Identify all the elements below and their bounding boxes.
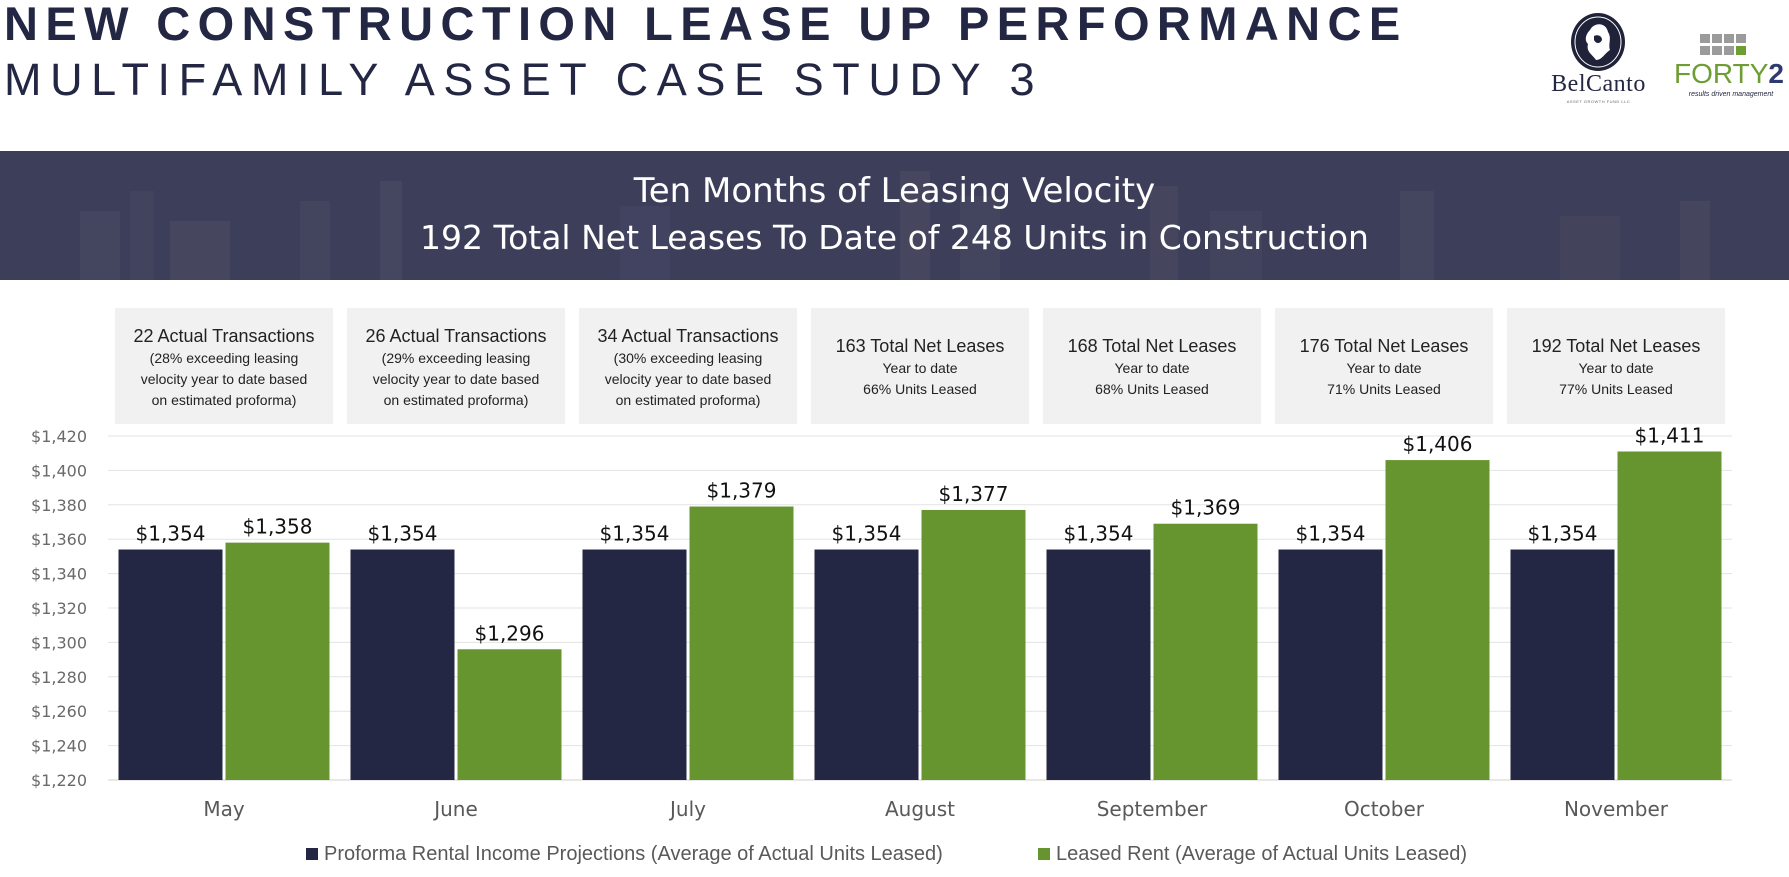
forty2-name-light: FORTY <box>1674 58 1769 89</box>
proforma-bar <box>1278 549 1383 780</box>
data-label: $1,354 <box>1528 522 1598 546</box>
y-tick-label: $1,360 <box>31 530 87 549</box>
data-label: $1,296 <box>475 621 545 645</box>
page-subtitle: MULTIFAMILY ASSET CASE STUDY 3 <box>4 54 1044 105</box>
data-label: $1,406 <box>1403 432 1473 456</box>
info-box-line: (28% exceeding leasing <box>149 350 299 366</box>
belcanto-tagline: ASSET GROWTH FUND LLC <box>1566 99 1631 104</box>
info-box-title: 26 Actual Transactions <box>365 326 547 346</box>
belcanto-logo-text: BelCanto <box>1551 71 1646 97</box>
proforma-bar <box>118 549 223 780</box>
info-box: 22 Actual Transactions (28% exceeding lea… <box>115 308 333 424</box>
x-tick-label: July <box>668 797 706 821</box>
forty2-name-bold: 2 <box>1768 58 1784 89</box>
proforma-bar <box>582 549 687 780</box>
info-box-line: velocity year to date based <box>140 371 308 387</box>
info-box-line: on estimated proforma) <box>615 392 761 408</box>
banner-heading: Ten Months of Leasing Velocity <box>633 171 1156 211</box>
data-label: $1,369 <box>1171 496 1241 520</box>
legend-label: Proforma Rental Income Projections (Aver… <box>324 843 943 865</box>
leased-rent-bar <box>457 649 562 780</box>
leased-rent-bar <box>921 509 1026 780</box>
logos: BelCanto ASSET GROWTH FUND LLC FORTY2 re… <box>1530 6 1785 106</box>
proforma-bar <box>1046 549 1151 780</box>
info-box-title: 22 Actual Transactions <box>133 326 315 346</box>
info-box-line: velocity year to date based <box>604 371 772 387</box>
y-tick-label: $1,220 <box>31 771 87 790</box>
leased-rent-bar <box>1385 460 1490 780</box>
x-tick-label: June <box>432 797 478 821</box>
legend-label: Leased Rent (Average of Actual Units Lea… <box>1056 843 1467 865</box>
proforma-bar <box>350 549 455 780</box>
banner-subheading: 192 Total Net Leases To Date of 248 Unit… <box>420 218 1369 257</box>
belcanto-lion-icon <box>1571 13 1625 71</box>
info-box: 163 Total Net Leases Year to date 66% Unit… <box>811 308 1029 424</box>
data-label: $1,354 <box>1064 522 1134 546</box>
info-box-line: 66% Units Leased <box>863 381 977 397</box>
y-tick-label: $1,420 <box>31 427 87 446</box>
data-label: $1,354 <box>368 522 438 546</box>
y-tick-label: $1,380 <box>31 496 87 515</box>
data-label: $1,354 <box>832 522 902 546</box>
city-skyline-decoration <box>0 151 1789 280</box>
y-tick-label: $1,340 <box>31 565 87 584</box>
x-tick-label: May <box>203 797 245 821</box>
y-tick-label: $1,240 <box>31 737 87 756</box>
x-tick-label: November <box>1564 797 1669 821</box>
info-box-line: (30% exceeding leasing <box>613 350 763 366</box>
info-box-line: (29% exceeding leasing <box>381 350 531 366</box>
leased-rent-bar <box>689 506 794 780</box>
page-title: NEW CONSTRUCTION LEASE UP PERFORMANCE <box>4 0 1408 50</box>
data-label: $1,358 <box>243 515 313 539</box>
info-box-title: 176 Total Net Leases <box>1299 336 1469 356</box>
info-box: 34 Actual Transactions (30% exceeding lea… <box>579 308 797 424</box>
info-box-title: 163 Total Net Leases <box>835 336 1005 356</box>
y-tick-label: $1,260 <box>31 702 87 721</box>
info-box-title: 168 Total Net Leases <box>1067 336 1237 356</box>
info-box-line: Year to date <box>1346 360 1422 376</box>
leased-rent-bar <box>1617 451 1722 780</box>
forty2-tagline: results driven management <box>1688 91 1774 98</box>
forty2-squares-icon <box>1700 34 1746 55</box>
info-box-line: Year to date <box>882 360 958 376</box>
y-tick-label: $1,280 <box>31 668 87 687</box>
data-label: $1,379 <box>707 479 777 503</box>
info-box-line: on estimated proforma) <box>151 392 297 408</box>
info-box: 26 Actual Transactions (29% exceeding lea… <box>347 308 565 424</box>
data-label: $1,411 <box>1635 423 1705 447</box>
legend-swatch <box>306 848 318 860</box>
proforma-bar <box>814 549 919 780</box>
info-box: 168 Total Net Leases Year to date 68% Unit… <box>1043 308 1261 424</box>
data-label: $1,354 <box>600 522 670 546</box>
y-tick-label: $1,300 <box>31 633 87 652</box>
data-label: $1,354 <box>1296 522 1366 546</box>
info-box-line: 68% Units Leased <box>1095 381 1209 397</box>
info-box-title: 192 Total Net Leases <box>1531 336 1701 356</box>
data-label: $1,377 <box>939 482 1009 506</box>
info-box: 176 Total Net Leases Year to date 71% Unit… <box>1275 308 1493 424</box>
forty2-logo-text: FORTY2 <box>1673 59 1785 89</box>
info-box: 192 Total Net Leases Year to date 77% Unit… <box>1507 308 1725 424</box>
leased-rent-bar <box>225 542 330 780</box>
y-tick-label: $1,400 <box>31 461 87 480</box>
proforma-bar <box>1510 549 1615 780</box>
info-box-title: 34 Actual Transactions <box>597 326 779 346</box>
info-box-line: velocity year to date based <box>372 371 540 387</box>
info-box-line: on estimated proforma) <box>383 392 529 408</box>
leased-rent-bar <box>1153 523 1258 780</box>
data-label: $1,354 <box>136 522 206 546</box>
chart-legend: Proforma Rental Income Projections (Aver… <box>0 840 1789 868</box>
info-box-line: Year to date <box>1114 360 1190 376</box>
y-tick-label: $1,320 <box>31 599 87 618</box>
info-box-line: 77% Units Leased <box>1559 381 1673 397</box>
x-tick-label: October <box>1344 797 1425 821</box>
info-box-line: 71% Units Leased <box>1327 381 1441 397</box>
x-tick-label: August <box>885 797 955 821</box>
legend-swatch <box>1038 848 1050 860</box>
headline-banner: Ten Months of Leasing Velocity 192 Total… <box>0 151 1789 280</box>
info-box-line: Year to date <box>1578 360 1654 376</box>
x-tick-label: September <box>1097 797 1208 821</box>
